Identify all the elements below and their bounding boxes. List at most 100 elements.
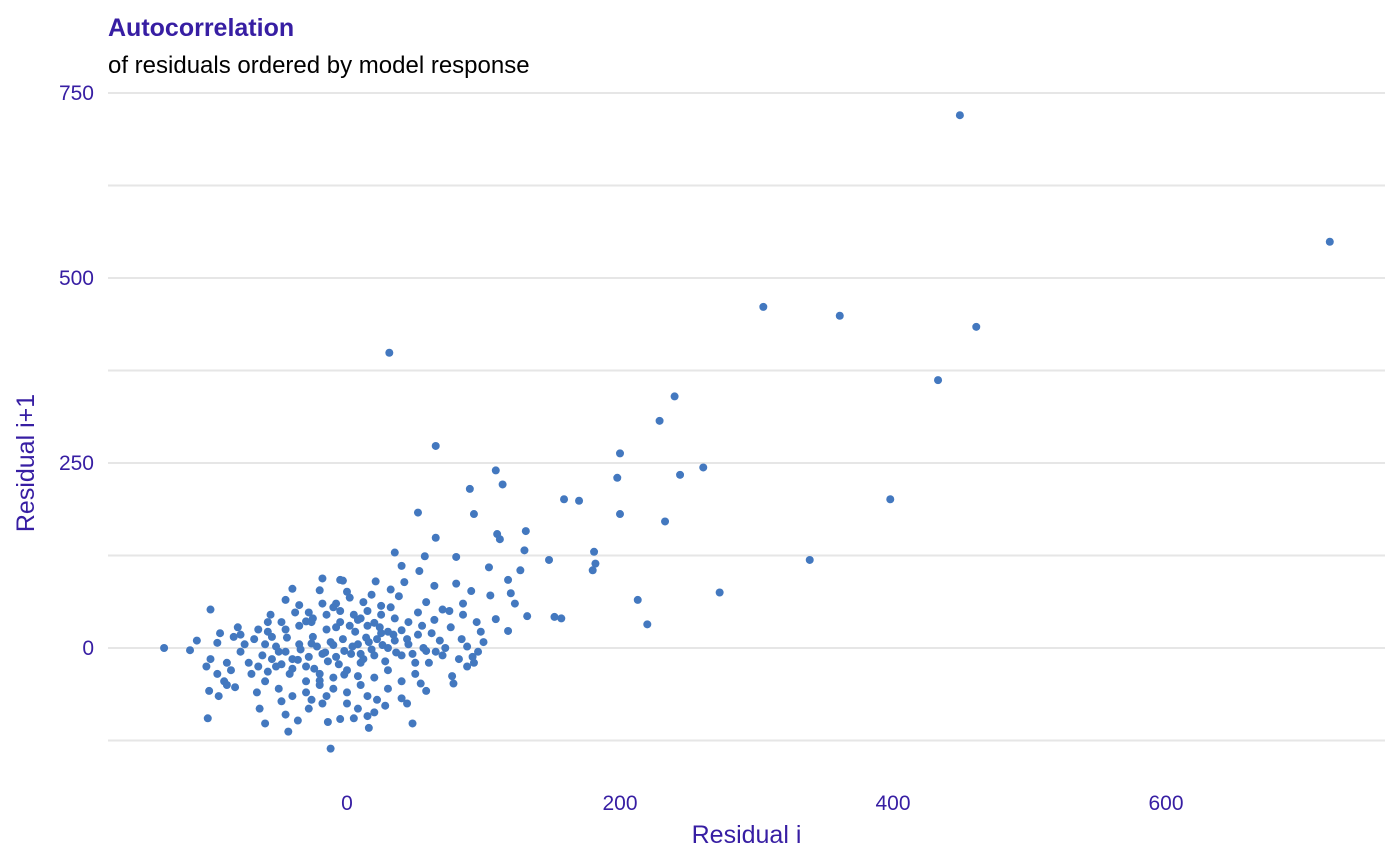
data-point: [363, 712, 372, 721]
data-point: [338, 576, 347, 585]
data-point: [418, 621, 427, 630]
data-point: [353, 672, 362, 681]
data-point: [520, 546, 529, 555]
data-point: [491, 466, 500, 475]
data-point: [459, 610, 468, 619]
data-point: [575, 496, 584, 505]
data-point: [381, 701, 390, 710]
data-point: [699, 463, 708, 472]
y-axis-title: Residual i+1: [12, 394, 40, 532]
data-point: [397, 561, 406, 570]
data-point: [452, 579, 461, 588]
data-point: [411, 658, 420, 667]
data-point: [192, 636, 201, 645]
data-point: [643, 620, 652, 629]
data-point: [661, 517, 670, 526]
data-point: [459, 599, 468, 608]
data-point: [322, 692, 331, 701]
data-point: [302, 662, 311, 671]
data-point: [373, 635, 382, 644]
data-point: [378, 641, 387, 650]
data-point: [370, 708, 379, 717]
data-point: [377, 610, 386, 619]
data-point: [545, 555, 554, 564]
data-point: [521, 527, 530, 536]
data-point: [281, 625, 290, 634]
data-point: [326, 744, 335, 753]
data-point: [295, 621, 304, 630]
data-point: [329, 673, 338, 682]
data-point: [385, 348, 394, 357]
data-point: [334, 660, 343, 669]
data-point: [463, 642, 472, 651]
data-point: [386, 603, 395, 612]
data-point: [430, 615, 439, 624]
data-point: [364, 638, 373, 647]
data-point: [277, 697, 286, 706]
data-point: [363, 621, 372, 630]
data-point: [247, 669, 256, 678]
data-point: [422, 598, 431, 607]
data-point: [318, 599, 327, 608]
data-point: [403, 635, 412, 644]
data-point: [386, 585, 395, 594]
data-point: [293, 655, 302, 664]
data-point: [345, 593, 354, 602]
data-point: [336, 715, 345, 724]
data-point: [633, 595, 642, 604]
data-point: [351, 627, 360, 636]
data-point: [356, 614, 365, 623]
data-point: [323, 657, 332, 666]
data-point: [281, 595, 290, 604]
data-point: [231, 683, 240, 692]
data-point: [255, 704, 264, 713]
data-point: [322, 625, 331, 634]
data-point: [616, 449, 624, 458]
data-point: [403, 699, 412, 708]
data-point: [370, 618, 379, 627]
data-point: [422, 686, 431, 695]
gridlines: [108, 92, 1385, 742]
data-point: [340, 670, 349, 679]
data-point: [367, 590, 376, 599]
data-point: [495, 535, 504, 544]
data-point: [343, 688, 351, 697]
data-point: [474, 647, 483, 656]
y-tick-label: 250: [59, 452, 94, 475]
data-point: [616, 510, 624, 519]
x-axis-title: Residual i: [692, 821, 802, 849]
data-point: [349, 714, 358, 723]
data-point: [463, 662, 472, 671]
data-point: [373, 695, 382, 704]
data-point: [206, 655, 215, 664]
data-point: [266, 610, 275, 619]
data-point: [484, 563, 493, 572]
data-point: [452, 552, 461, 561]
data-point: [486, 591, 495, 600]
data-point: [206, 605, 215, 614]
data-point: [394, 592, 403, 601]
data-point: [322, 610, 331, 619]
data-point: [491, 615, 500, 624]
data-point: [670, 392, 679, 401]
data-point: [323, 718, 332, 726]
data-point: [332, 599, 341, 608]
data-point: [972, 322, 981, 331]
data-point: [288, 584, 297, 593]
x-tick-label: 200: [602, 792, 637, 815]
data-point: [214, 692, 223, 701]
data-point: [202, 662, 211, 671]
data-point: [345, 621, 354, 630]
data-point: [371, 577, 380, 586]
data-point: [356, 649, 365, 658]
data-point: [438, 651, 447, 660]
data-point: [307, 695, 316, 704]
data-point: [222, 658, 231, 667]
data-point: [431, 441, 440, 450]
data-point: [377, 601, 386, 610]
data-point: [381, 657, 390, 666]
data-point: [302, 688, 311, 697]
data-point: [364, 723, 373, 732]
data-point: [413, 630, 422, 639]
